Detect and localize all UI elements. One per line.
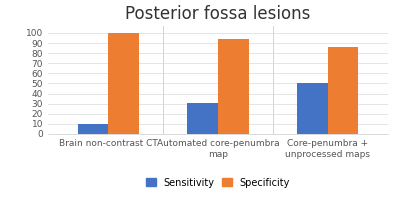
Bar (108, 33, 139, 134)
Legend: Sensitivity, Specificity: Sensitivity, Specificity (142, 174, 294, 192)
Bar (218, 39, 249, 134)
Bar (328, 47, 358, 134)
Bar (297, 83, 328, 134)
Title: Posterior fossa lesions: Posterior fossa lesions (125, 5, 311, 23)
Bar (187, 103, 218, 134)
Bar (78, 124, 108, 134)
